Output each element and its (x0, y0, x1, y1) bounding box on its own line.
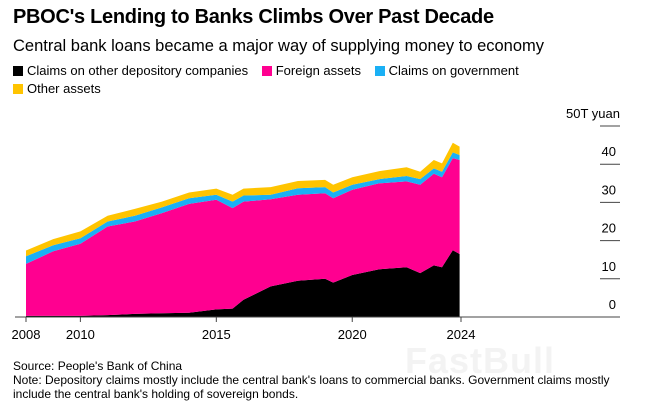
legend: Claims on other depository companies For… (13, 62, 613, 98)
y-unit-label: 50T yuan (566, 106, 620, 121)
footer: Source: People's Bank of China Note: Dep… (13, 359, 633, 401)
footnote: Note: Depository claims mostly include t… (13, 373, 610, 401)
x-tick-label: 2008 (12, 327, 41, 342)
legend-item-foreign: Foreign assets (261, 62, 361, 80)
legend-label: Foreign assets (275, 63, 361, 78)
legend-swatch (13, 84, 23, 94)
legend-label: Other assets (27, 81, 101, 96)
x-tick-label: 2020 (338, 327, 367, 342)
area-series-1 (26, 158, 460, 316)
x-tick-label: 2010 (66, 327, 95, 342)
legend-swatch (374, 66, 385, 76)
y-tick-label: 0 (609, 297, 616, 312)
legend-item-other: Other assets (13, 80, 101, 98)
legend-item-depository: Claims on other depository companies (13, 62, 248, 80)
source-note: Source: People's Bank of China (13, 359, 183, 373)
area-series-0 (26, 250, 460, 317)
legend-swatch (261, 66, 272, 76)
legend-label: Claims on government (388, 63, 519, 78)
y-tick-label: 40 (602, 144, 616, 159)
x-tick-label: 2024 (447, 327, 476, 342)
chart-subtitle: Central bank loans became a major way of… (13, 37, 545, 55)
y-tick-label: 10 (602, 259, 616, 274)
legend-item-government: Claims on government (374, 62, 519, 80)
x-tick-label: 2015 (202, 327, 231, 342)
y-tick-label: 30 (602, 182, 616, 197)
stacked-area-chart: 2008 2010 2015 2020 2024 0 10 20 30 40 50T yuan (12, 106, 620, 342)
watermark: FastBull (405, 340, 556, 381)
legend-swatch (13, 66, 23, 76)
legend-label: Claims on other depository companies (27, 63, 249, 78)
y-tick-label: 20 (602, 221, 616, 236)
chart-title: PBOC's Lending to Banks Climbs Over Past… (13, 6, 494, 28)
